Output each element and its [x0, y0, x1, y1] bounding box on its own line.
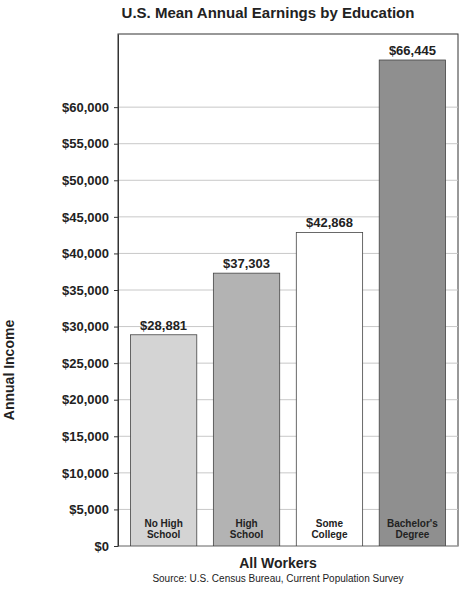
source-note: Source: U.S. Census Bureau, Current Popu…	[152, 573, 403, 584]
y-tick: $10,000	[62, 466, 118, 481]
y-tick: $25,000	[62, 356, 118, 371]
y-tick: $50,000	[62, 173, 118, 188]
y-tick-mark	[114, 327, 118, 328]
y-tick-mark	[114, 473, 118, 474]
plot-frame	[118, 34, 458, 546]
y-tick: $45,000	[62, 210, 118, 225]
y-tick-label: $5,000	[69, 502, 109, 517]
y-tick-label: $35,000	[62, 283, 109, 298]
category-label: SomeCollege	[311, 518, 348, 540]
y-axis: $0 $5,000 $10,000 $15,000 $20,000 $25,000 $30,…	[62, 35, 119, 554]
category-label-line: School	[147, 529, 181, 540]
y-tick-label: $15,000	[62, 429, 109, 444]
y-tick-label: $50,000	[62, 173, 109, 188]
y-tick-label: $45,000	[62, 210, 109, 225]
y-axis-title: Annual Income	[1, 320, 17, 421]
bars	[130, 60, 445, 546]
data-label: $66,445	[389, 43, 436, 58]
category-label-line: College	[311, 529, 348, 540]
y-axis-line	[118, 35, 119, 547]
y-tick-mark	[114, 107, 118, 108]
y-tick-mark	[114, 217, 118, 218]
chart-svg: U.S. Mean Annual Earnings by Education No…	[0, 0, 470, 611]
category-label-line: School	[230, 529, 264, 540]
y-tick: $40,000	[62, 246, 118, 261]
y-tick: $55,000	[62, 136, 118, 151]
category-label-line: High	[235, 518, 257, 529]
y-tick-label: $20,000	[62, 392, 109, 407]
y-tick-mark	[114, 436, 118, 437]
bar	[379, 60, 445, 546]
y-tick-mark	[114, 546, 118, 547]
category-label-line: Bachelor's	[387, 518, 438, 529]
category-label: Bachelor'sDegree	[387, 518, 438, 540]
y-tick-label: $10,000	[62, 466, 109, 481]
data-label: $42,868	[306, 215, 353, 230]
y-tick-mark	[114, 400, 118, 401]
data-labels: $28,881 $37,303 $42,868 $66,445	[140, 43, 436, 333]
y-tick-label: $40,000	[62, 246, 109, 261]
y-tick: $20,000	[62, 392, 118, 407]
x-axis-title: All Workers	[239, 555, 317, 571]
y-tick-label: $30,000	[62, 319, 109, 334]
y-tick: $30,000	[62, 319, 118, 334]
bar	[213, 273, 279, 546]
y-tick-label: $60,000	[62, 100, 109, 115]
category-label: No HighSchool	[144, 518, 182, 540]
y-tick-mark	[114, 509, 118, 510]
chart-title: U.S. Mean Annual Earnings by Education	[122, 4, 415, 21]
y-tick: $5,000	[69, 502, 118, 517]
category-label: HighSchool	[230, 518, 264, 540]
category-labels: No HighSchoolHighSchoolSomeCollegeBachel…	[144, 518, 438, 540]
y-tick-mark	[114, 363, 118, 364]
y-tick-mark	[114, 180, 118, 181]
y-tick-label: $0	[95, 539, 109, 554]
y-tick-label: $25,000	[62, 356, 109, 371]
data-label: $28,881	[140, 318, 187, 333]
category-label-line: Some	[316, 518, 344, 529]
y-tick: $0	[95, 539, 118, 554]
y-tick-mark	[114, 144, 118, 145]
data-label: $37,303	[223, 256, 270, 271]
y-tick-label: $55,000	[62, 136, 109, 151]
y-tick-mark	[114, 290, 118, 291]
y-tick-mark	[114, 253, 118, 254]
category-label-line: Degree	[395, 529, 429, 540]
y-tick: $15,000	[62, 429, 118, 444]
y-tick: $60,000	[62, 100, 118, 115]
y-tick: $35,000	[62, 283, 118, 298]
chart-container: U.S. Mean Annual Earnings by Education No…	[0, 0, 470, 611]
category-label-line: No High	[144, 518, 182, 529]
bar	[130, 335, 196, 546]
bar	[296, 232, 362, 546]
